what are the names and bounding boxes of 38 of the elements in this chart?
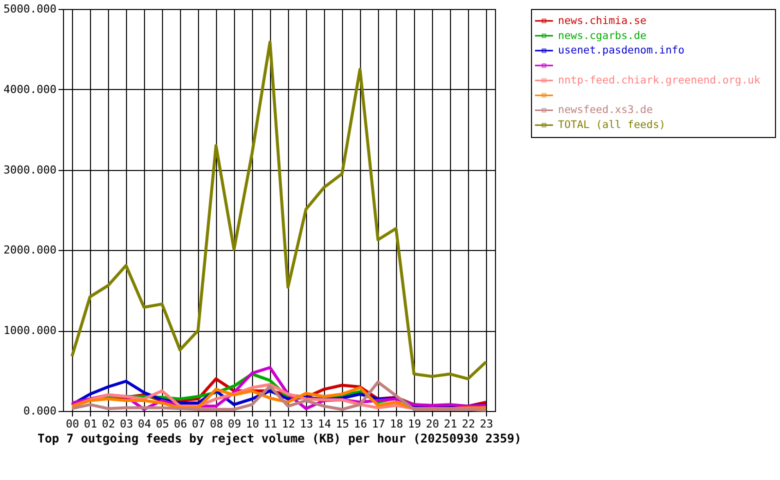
- legend-label: TOTAL (all feeds): [558, 119, 666, 132]
- x-tick-label: 12: [282, 418, 296, 430]
- legend-label: newsfeed.xs3.de: [558, 104, 653, 116]
- x-tick-label: 02: [102, 418, 116, 430]
- x-tick-label: 07: [192, 418, 206, 430]
- y-tick-label: 0.000: [23, 404, 56, 418]
- x-tick-label: 08: [210, 418, 224, 430]
- x-tick-label: 04: [138, 418, 152, 430]
- legend-label: news.cgarbs.de: [558, 30, 647, 42]
- x-tick-label: 01: [84, 418, 98, 430]
- x-tick-label: 20: [426, 418, 440, 430]
- x-tick-label: 00: [66, 418, 80, 430]
- x-tick-label: 14: [318, 418, 332, 430]
- x-tick-label: 17: [372, 418, 386, 430]
- legend-label: usenet.pasdenom.info: [558, 44, 684, 57]
- x-tick-label: 03: [120, 418, 134, 430]
- legend-label: nntp-feed.chiark.greenend.org.uk: [558, 74, 761, 86]
- x-tick-label: 23: [480, 418, 494, 430]
- x-tick-label: 06: [174, 418, 188, 430]
- x-tick-label: 15: [336, 418, 350, 430]
- line-series: [70, 40, 488, 380]
- x-tick-label: 11: [264, 418, 278, 430]
- y-tick-label: 4000.000: [4, 82, 56, 96]
- x-tick-label: 16: [354, 418, 368, 430]
- x-tick-label: 21: [444, 418, 458, 430]
- x-tick-label: 05: [156, 418, 170, 430]
- x-tick-label: 18: [390, 418, 404, 430]
- x-tick-label: 19: [408, 418, 422, 430]
- x-axis-title: Top 7 outgoing feeds by reject volume (KB) per hour (20250930 2359): [37, 432, 522, 446]
- y-tick-label: 3000.000: [4, 163, 56, 176]
- x-tick-label: 10: [246, 418, 260, 430]
- y-tick-label: 2000.000: [4, 244, 56, 257]
- x-tick-label: 13: [300, 418, 314, 430]
- x-tick-label: 09: [228, 418, 242, 430]
- y-tick-label: 1000.000: [4, 324, 56, 338]
- x-tick-label: 22: [462, 418, 476, 430]
- legend-label: news.chimia.se: [558, 14, 647, 27]
- y-tick-label: 5000.000: [4, 2, 56, 16]
